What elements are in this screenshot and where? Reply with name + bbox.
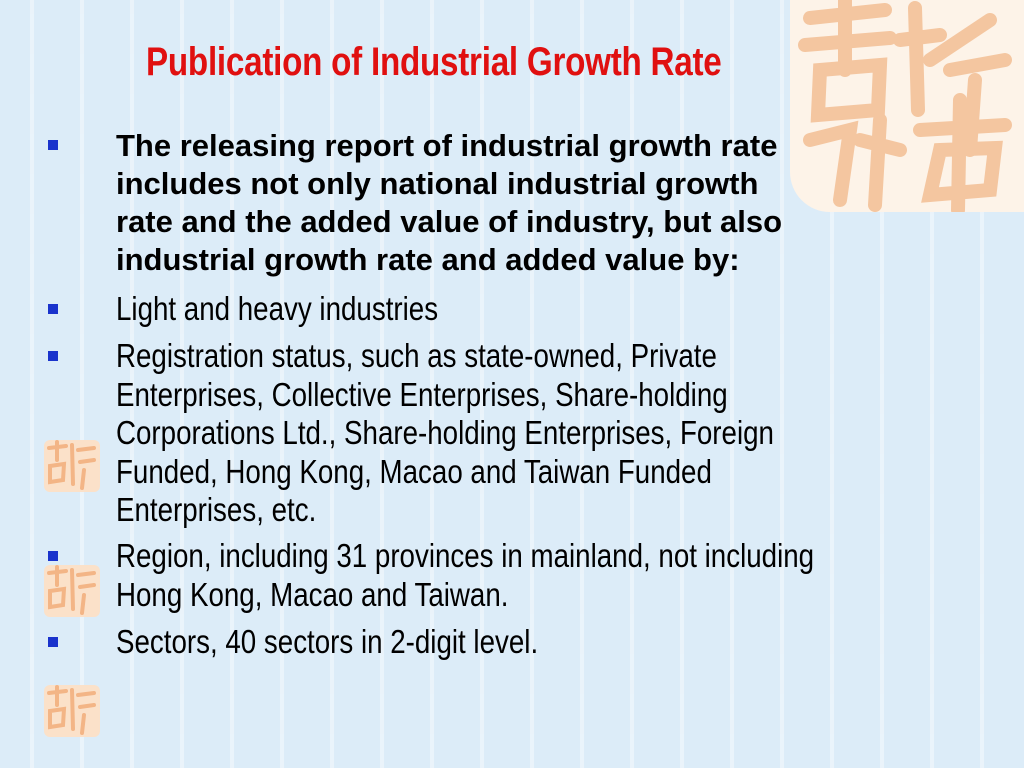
bullet-line: Region, including 31 provinces in mainla… — [116, 537, 815, 574]
bullet-marker-icon — [48, 351, 58, 361]
bullet-line: rate and the added value of industry, bu… — [116, 204, 783, 239]
bullet-line: Sectors, 40 sectors in 2-digit level. — [116, 623, 539, 660]
bullet-text: Region, including 31 provinces in mainla… — [116, 537, 814, 614]
bullet-marker-icon — [48, 637, 58, 647]
bullet-line: Registration status, such as state-owned… — [116, 337, 717, 374]
bullet-line: The releasing report of industrial growt… — [116, 128, 778, 163]
bullet-line: Hong Kong, Macao and Taiwan. — [116, 575, 509, 613]
bullet-line: Enterprises, etc. — [116, 491, 317, 528]
bullet-marker-icon — [48, 140, 58, 150]
seal-logo-small — [44, 685, 100, 737]
bullet-text: Light and heavy industries — [116, 290, 438, 329]
bullet-text: The releasing report of industrial growt… — [116, 127, 782, 279]
slide-title: Publication of Industrial Growth Rate — [146, 40, 722, 84]
bullet-line: Funded, Hong Kong, Macao and Taiwan Fund… — [116, 452, 712, 490]
seal-logo-small — [44, 565, 100, 617]
seal-logo-small — [44, 440, 100, 492]
bullet-line: includes not only national industrial gr… — [116, 166, 759, 201]
bullet-line: industrial growth rate and added value b… — [116, 242, 740, 277]
bullet-marker-icon — [48, 551, 58, 561]
bullet-line: Enterprises, Collective Enterprises, Sha… — [116, 375, 728, 413]
bullet-marker-icon — [48, 304, 58, 314]
bullet-line: Light and heavy industries — [116, 290, 439, 327]
bullet-text: Registration status, such as state-owned… — [116, 337, 774, 530]
bullet-text: Sectors, 40 sectors in 2-digit level. — [116, 623, 538, 662]
bullet-line: Corporations Ltd., Share-holding Enterpr… — [116, 414, 774, 451]
seal-logo-large — [790, 0, 1024, 212]
